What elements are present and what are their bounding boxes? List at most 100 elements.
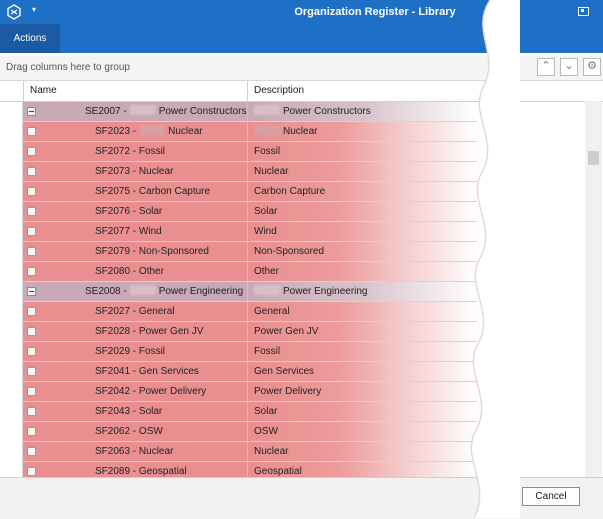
row-indicator — [0, 222, 23, 242]
description-cell[interactable]: Power Delivery — [247, 382, 477, 402]
row-checkbox[interactable] — [27, 447, 36, 456]
scrollbar-thumb[interactable] — [588, 151, 599, 165]
row-checkbox[interactable] — [27, 147, 36, 156]
row-name: SF2089 - Geospatial — [95, 466, 187, 477]
row-checkbox[interactable] — [27, 427, 36, 436]
table-row[interactable]: SF2080 - Other Other — [0, 262, 603, 282]
row-checkbox[interactable] — [27, 227, 36, 236]
column-header-description[interactable]: Description — [247, 81, 477, 101]
name-cell[interactable]: SF2062 - OSW — [23, 422, 247, 442]
name-cell[interactable]: SF2063 - Nuclear — [23, 442, 247, 462]
description-cell[interactable]: Geospatial — [247, 462, 477, 477]
collapse-icon[interactable] — [27, 107, 36, 116]
row-checkbox[interactable] — [27, 467, 36, 476]
table-row[interactable]: SF2089 - Geospatial Geospatial — [0, 462, 603, 477]
name-cell[interactable]: SF2041 - Gen Services — [23, 362, 247, 382]
table-row[interactable]: SF2027 - General General — [0, 302, 603, 322]
table-row[interactable]: SF2023 - Nuclear Nuclear — [0, 122, 603, 142]
group-row[interactable]: SE2008 - Power Engineering Power Engineeri… — [0, 282, 603, 302]
table-row[interactable]: SF2062 - OSW OSW — [0, 422, 603, 442]
row-checkbox[interactable] — [27, 407, 36, 416]
description-cell[interactable]: Carbon Capture — [247, 182, 477, 202]
name-cell[interactable]: SF2076 - Solar — [23, 202, 247, 222]
row-name: SF2042 - Power Delivery — [95, 386, 207, 397]
window-title: Organization Register - Library — [294, 6, 456, 18]
table-row[interactable]: SF2041 - Gen Services Gen Services — [0, 362, 603, 382]
vertical-scrollbar[interactable] — [585, 101, 602, 477]
row-checkbox[interactable] — [27, 267, 36, 276]
row-checkbox[interactable] — [27, 307, 36, 316]
column-header-name[interactable]: Name — [23, 81, 247, 101]
row-description: Nuclear — [254, 166, 289, 177]
name-cell[interactable]: SF2029 - Fossil — [23, 342, 247, 362]
name-cell[interactable]: SF2079 - Non-Sponsored — [23, 242, 247, 262]
gear-icon[interactable]: ⚙ — [583, 58, 601, 76]
row-checkbox[interactable] — [27, 347, 36, 356]
table-row[interactable]: SF2077 - Wind Wind — [0, 222, 603, 242]
collapse-icon[interactable] — [27, 287, 36, 296]
cancel-button[interactable]: Cancel — [522, 487, 580, 506]
description-cell[interactable]: Power Gen JV — [247, 322, 477, 342]
group-hint: Drag columns here to group — [6, 62, 130, 73]
table-row[interactable]: SF2072 - Fossil Fossil — [0, 142, 603, 162]
row-name: SF2079 - Non-Sponsored — [95, 246, 209, 257]
description-cell[interactable]: Power Engineering — [247, 282, 477, 302]
name-cell[interactable]: SF2042 - Power Delivery — [23, 382, 247, 402]
row-indicator — [0, 262, 23, 282]
restore-icon[interactable] — [578, 7, 589, 16]
row-checkbox[interactable] — [27, 207, 36, 216]
description-cell[interactable]: Nuclear — [247, 162, 477, 182]
name-cell[interactable]: SF2072 - Fossil — [23, 142, 247, 162]
name-cell[interactable]: SF2075 - Carbon Capture — [23, 182, 247, 202]
name-cell[interactable]: SF2073 - Nuclear — [23, 162, 247, 182]
row-description: Non-Sponsored — [254, 246, 325, 257]
row-checkbox[interactable] — [27, 387, 36, 396]
name-cell[interactable]: SF2077 - Wind — [23, 222, 247, 242]
description-cell[interactable]: Nuclear — [247, 122, 477, 142]
row-checkbox[interactable] — [27, 327, 36, 336]
table-row[interactable]: SF2079 - Non-Sponsored Non-Sponsored — [0, 242, 603, 262]
row-checkbox[interactable] — [27, 167, 36, 176]
row-checkbox[interactable] — [27, 187, 36, 196]
chevron-down-icon[interactable]: ⌄ — [560, 58, 578, 76]
table-row[interactable]: SF2063 - Nuclear Nuclear — [0, 442, 603, 462]
description-cell[interactable]: Nuclear — [247, 442, 477, 462]
name-cell[interactable]: SF2043 - Solar — [23, 402, 247, 422]
row-checkbox[interactable] — [27, 367, 36, 376]
description-cell[interactable]: Fossil — [247, 342, 477, 362]
description-cell[interactable]: Gen Services — [247, 362, 477, 382]
row-checkbox[interactable] — [27, 127, 36, 136]
description-cell[interactable]: Fossil — [247, 142, 477, 162]
name-cell[interactable]: SF2080 - Other — [23, 262, 247, 282]
table-row[interactable]: SF2043 - Solar Solar — [0, 402, 603, 422]
table-row[interactable]: SF2042 - Power Delivery Power Delivery — [0, 382, 603, 402]
table-row[interactable]: SF2073 - Nuclear Nuclear — [0, 162, 603, 182]
quick-access-arrow-icon[interactable]: ▾ — [32, 5, 37, 14]
table-row[interactable]: SF2075 - Carbon Capture Carbon Capture — [0, 182, 603, 202]
description-cell[interactable]: OSW — [247, 422, 477, 442]
description-cell[interactable]: Other — [247, 262, 477, 282]
tab-actions[interactable]: Actions — [0, 24, 60, 53]
chevron-up-icon[interactable]: ⌃ — [537, 58, 555, 76]
name-prefix: SF2023 - — [95, 126, 137, 137]
name-cell[interactable]: SF2028 - Power Gen JV — [23, 322, 247, 342]
row-name: SE2008 - Power Engineering — [85, 282, 243, 302]
description-cell[interactable]: Non-Sponsored — [247, 242, 477, 262]
name-cell[interactable]: SF2027 - General — [23, 302, 247, 322]
group-row[interactable]: SE2007 - Power Constructors Power Construc… — [0, 102, 603, 122]
name-cell[interactable]: SF2089 - Geospatial — [23, 462, 247, 477]
description-cell[interactable]: General — [247, 302, 477, 322]
name-cell[interactable]: SE2007 - Power Constructors — [23, 102, 247, 122]
description-cell[interactable]: Solar — [247, 202, 477, 222]
table-row[interactable]: SF2029 - Fossil Fossil — [0, 342, 603, 362]
table-row[interactable]: SF2076 - Solar Solar — [0, 202, 603, 222]
description-cell[interactable]: Power Constructors — [247, 102, 477, 122]
name-cell[interactable]: SF2023 - Nuclear — [23, 122, 247, 142]
app-icon[interactable] — [6, 4, 22, 20]
description-cell[interactable]: Solar — [247, 402, 477, 422]
description-cell[interactable]: Wind — [247, 222, 477, 242]
table-row[interactable]: SF2028 - Power Gen JV Power Gen JV — [0, 322, 603, 342]
row-indicator — [0, 282, 23, 302]
row-checkbox[interactable] — [27, 247, 36, 256]
name-cell[interactable]: SE2008 - Power Engineering — [23, 282, 247, 302]
